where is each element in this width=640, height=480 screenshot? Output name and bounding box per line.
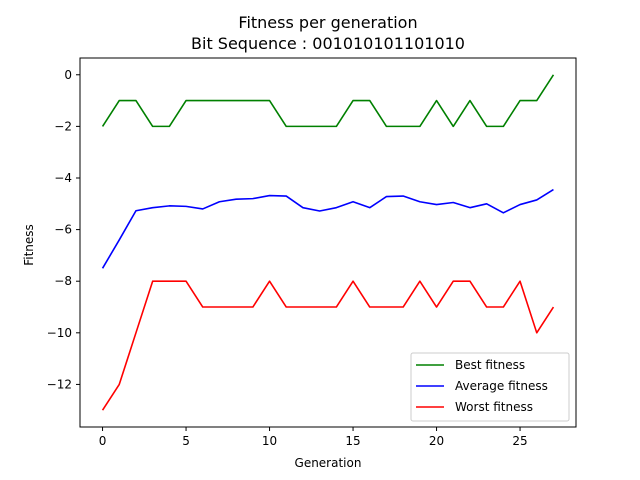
series-line-2 — [101, 280, 555, 411]
chart-subtitle: Bit Sequence : 001010101101010 — [191, 34, 465, 53]
x-tick-label: 15 — [345, 434, 360, 448]
y-tick-label: −10 — [47, 326, 72, 340]
x-tick-label: 0 — [99, 434, 107, 448]
series-line-1 — [101, 188, 554, 269]
y-tick-label: −12 — [47, 377, 72, 391]
x-tick-label: 10 — [262, 434, 277, 448]
y-tick-label: −6 — [54, 223, 72, 237]
legend-box — [410, 352, 570, 422]
axis-ticks: 0 5 10 15 20 25 0 −2 −4 −6 −8 −10 −12 — [47, 68, 528, 448]
y-tick-label: 0 — [64, 68, 72, 82]
y-tick-label: −2 — [54, 119, 72, 133]
x-tick-label: 25 — [512, 434, 527, 448]
series-line-0 — [101, 74, 555, 128]
legend-label-0: Best fitness — [455, 358, 525, 372]
legend: Best fitness Average fitness Worst fitness — [410, 352, 570, 422]
plot-area — [101, 74, 555, 411]
legend-label-1: Average fitness — [455, 379, 548, 393]
y-axis-label: Fitness — [22, 224, 36, 266]
y-tick-label: −8 — [54, 274, 72, 288]
x-tick-label: 20 — [429, 434, 444, 448]
y-tick-label: −4 — [54, 171, 72, 185]
chart-title: Fitness per generation — [238, 13, 417, 32]
x-tick-label: 5 — [182, 434, 190, 448]
legend-label-2: Worst fitness — [455, 400, 533, 414]
plot-frame — [79, 57, 577, 428]
x-axis-label: Generation — [295, 456, 362, 470]
